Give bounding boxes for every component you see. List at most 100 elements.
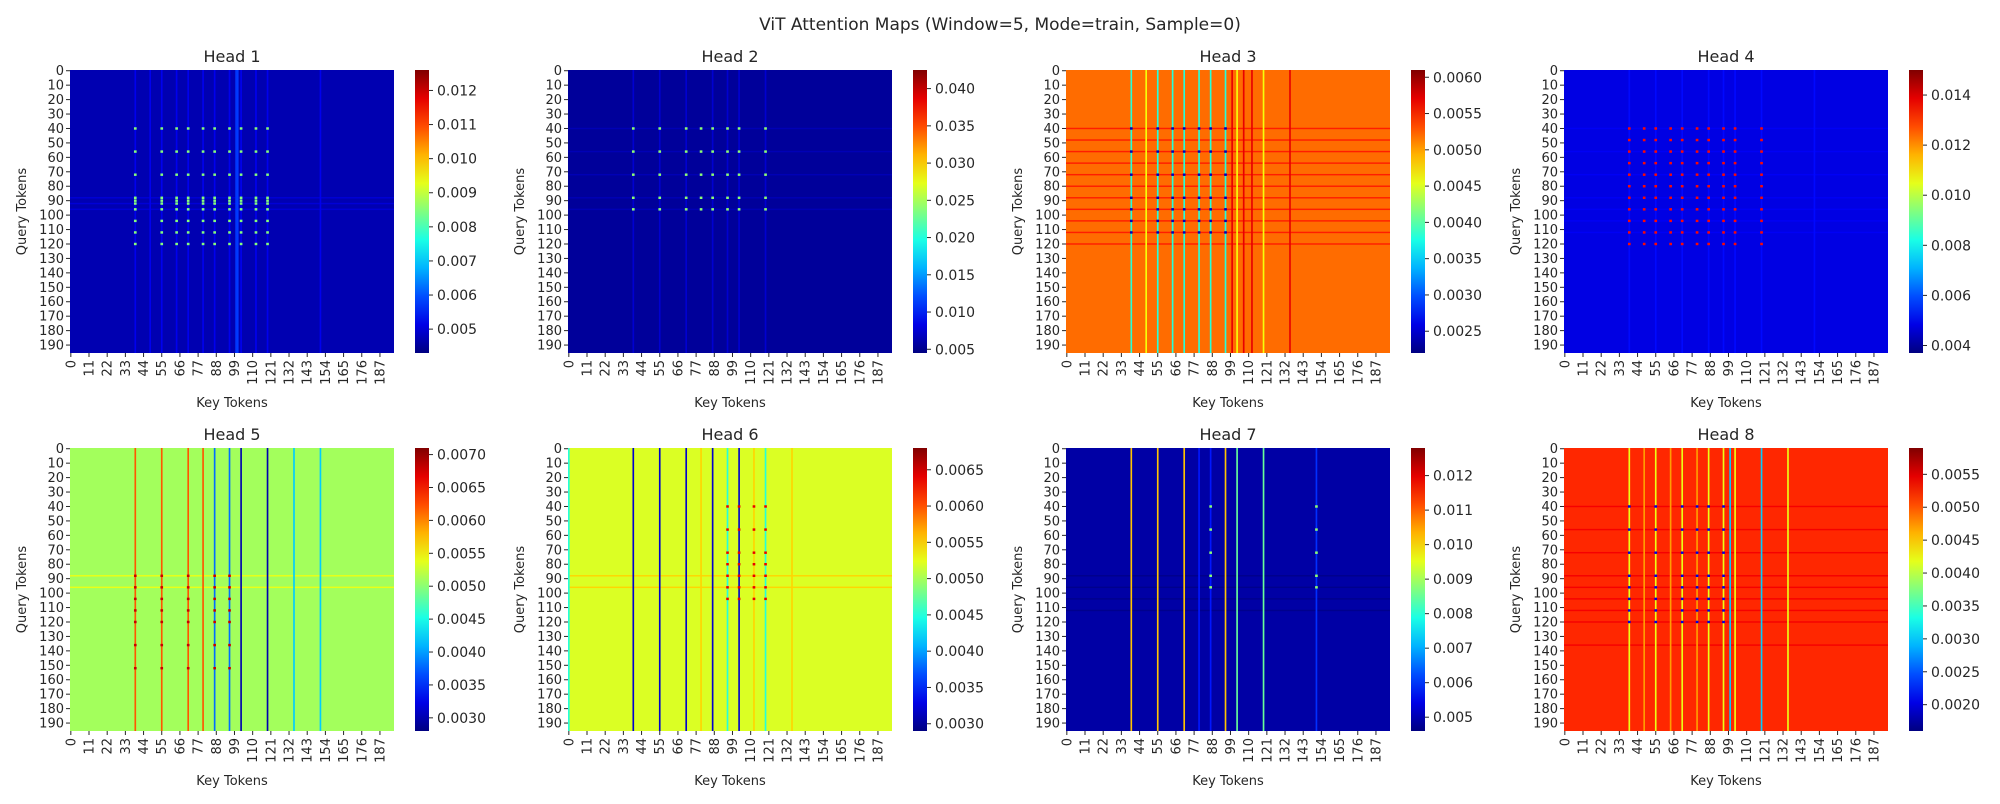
heatmap-hotspot <box>239 231 243 234</box>
heatmap-hotspot <box>1315 586 1318 589</box>
x-tick-label: 66 <box>1667 360 1682 377</box>
y-tick-label: 130 <box>537 630 562 645</box>
heatmap-hotspot <box>186 231 190 234</box>
heatmap-hotspot <box>228 597 231 601</box>
heatmap-column-band <box>1236 448 1238 731</box>
x-tick-label: 11 <box>1577 738 1592 755</box>
heatmap-row-band <box>568 575 892 577</box>
heatmap-hotspot <box>186 202 190 205</box>
y-tick-label: 110 <box>39 223 64 238</box>
x-tick-label: 44 <box>1133 738 1148 755</box>
heatmap-hotspot <box>684 196 688 200</box>
heatmap-hotspot <box>175 196 178 200</box>
heatmap-hotspot <box>254 150 258 153</box>
y-tick-label: 80 <box>1541 558 1558 573</box>
panel-title: Head 6 <box>701 425 758 444</box>
x-axis-label: Key Tokens <box>196 774 268 789</box>
heatmap-hotspot <box>1680 161 1684 165</box>
y-tick-label: 50 <box>1541 136 1558 151</box>
heatmap-hotspot <box>1760 161 1763 165</box>
heatmap-hotspot <box>1760 208 1763 211</box>
heatmap-hotspot <box>133 574 137 578</box>
y-tick-label: 90 <box>1541 194 1558 209</box>
heatmap-hotspot <box>1695 208 1699 211</box>
y-tick-label: 90 <box>1541 572 1558 587</box>
y-tick-label: 190 <box>1035 339 1060 354</box>
heatmap-column-band <box>255 70 257 353</box>
heatmap-hotspot <box>266 127 269 130</box>
y-tick-label: 90 <box>1043 194 1060 209</box>
heatmap-hotspot <box>1669 219 1672 223</box>
heatmap-row-band <box>70 197 394 199</box>
heatmap-hotspot <box>1627 127 1631 130</box>
heatmap-hotspot <box>1760 138 1763 142</box>
y-tick-label: 160 <box>39 673 64 688</box>
heatmap-hotspot <box>133 219 137 223</box>
heatmap-hotspot <box>1707 574 1710 578</box>
heatmap-hotspot <box>1627 505 1631 508</box>
y-tick-label: 180 <box>537 324 562 339</box>
heatmap-hotspot <box>737 150 741 153</box>
heatmap-hotspot <box>1680 551 1684 554</box>
y-tick-label: 0 <box>554 64 562 79</box>
heatmap-row-band <box>1066 575 1390 577</box>
heatmap-hotspot <box>684 173 688 176</box>
heatmap-hotspot <box>1654 138 1658 142</box>
y-tick-label: 170 <box>537 310 562 325</box>
heatmap-hotspot <box>175 208 178 211</box>
heatmap-hotspot <box>1156 150 1160 153</box>
heatmap-hotspot <box>213 219 216 223</box>
heatmap-hotspot <box>175 150 178 153</box>
heatmap-row-band <box>1066 586 1390 589</box>
heatmap-hotspot <box>1680 597 1684 601</box>
heatmap-hotspot <box>213 643 216 647</box>
x-tick-label: 55 <box>155 360 170 377</box>
y-tick-label: 150 <box>1533 281 1558 296</box>
colorbar-tick-label: 0.005 <box>935 342 975 358</box>
x-tick-label: 121 <box>762 360 777 385</box>
x-tick-label: 176 <box>1351 360 1366 385</box>
colorbar-tick-label: 0.0070 <box>437 448 486 464</box>
heatmap-hotspot <box>658 173 662 176</box>
x-tick-label: 99 <box>1224 738 1239 755</box>
y-tick-label: 180 <box>1533 702 1558 717</box>
heatmap-hotspot <box>228 586 231 589</box>
colorbar-tick-label: 0.011 <box>1433 503 1473 519</box>
heatmap-hotspot <box>1733 219 1737 223</box>
x-tick-label: 33 <box>1115 360 1130 377</box>
heatmap-hotspot <box>726 196 729 200</box>
y-tick-label: 40 <box>47 122 64 137</box>
colorbar-tick-label: 0.0040 <box>1433 215 1482 231</box>
heatmap-row-band <box>70 202 394 205</box>
x-tick-label: 132 <box>1777 738 1792 763</box>
y-tick-label: 10 <box>545 457 562 472</box>
heatmap-hotspot <box>1642 185 1646 188</box>
y-tick-label: 160 <box>1533 295 1558 310</box>
heatmap-hotspot <box>1654 242 1658 246</box>
y-tick-label: 100 <box>1533 587 1558 602</box>
heatmap-row-band <box>70 208 394 211</box>
x-tick-label: 99 <box>228 360 243 377</box>
x-tick-label: 33 <box>617 360 632 377</box>
x-tick-label: 165 <box>1831 360 1846 385</box>
heatmap-hotspot <box>228 196 231 200</box>
y-tick-label: 50 <box>1541 514 1558 529</box>
heatmap-hotspot <box>1695 231 1699 234</box>
heatmap-hotspot <box>1642 219 1646 223</box>
colorbar-tick-label: 0.0055 <box>1931 467 1980 483</box>
heatmap-row-band <box>1564 551 1888 554</box>
heatmap-hotspot <box>1707 150 1710 153</box>
x-tick-label: 143 <box>1795 360 1810 385</box>
y-tick-label: 20 <box>47 471 64 486</box>
heatmap-hotspot <box>1707 196 1710 200</box>
heatmap-row-band <box>1564 621 1888 623</box>
heatmap-column-band <box>726 70 729 353</box>
y-tick-label: 120 <box>1035 237 1060 252</box>
heatmap-hotspot <box>228 643 231 647</box>
heatmap-hotspot <box>1654 127 1658 130</box>
heatmap-hotspot <box>764 563 767 566</box>
x-tick-label: 0 <box>64 738 79 746</box>
y-tick-label: 70 <box>1043 165 1060 180</box>
heatmap-column-band <box>1209 70 1212 353</box>
